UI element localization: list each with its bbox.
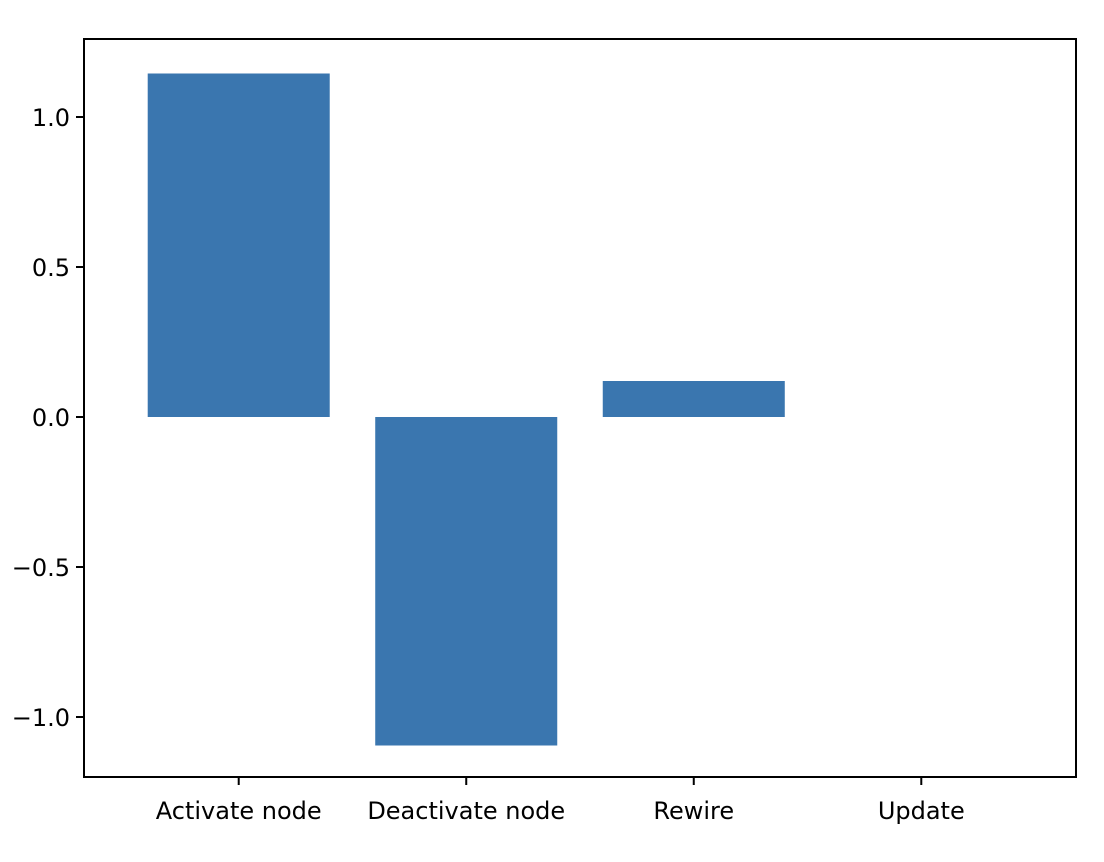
y-tick-label: 0.0 [32,404,70,432]
x-axis-ticks: Activate node Deactivate node Rewire Update [156,777,965,825]
bar-rewire [602,381,785,417]
x-tick-label: Activate node [156,797,322,825]
y-axis-ticks: −1.0 −0.5 0.0 0.5 1.0 [12,104,84,732]
x-tick-label: Update [878,797,965,825]
bar-deactivate-node [375,417,558,746]
plot-frame [83,38,1077,778]
bars-group [147,73,785,746]
y-tick-label: −1.0 [12,704,70,732]
y-tick-label: 0.5 [32,254,70,282]
y-tick-label: 1.0 [32,104,70,132]
x-tick-label: Rewire [653,797,734,825]
bar-activate-node [147,73,330,417]
x-tick-label: Deactivate node [367,797,565,825]
y-tick-label: −0.5 [12,554,70,582]
